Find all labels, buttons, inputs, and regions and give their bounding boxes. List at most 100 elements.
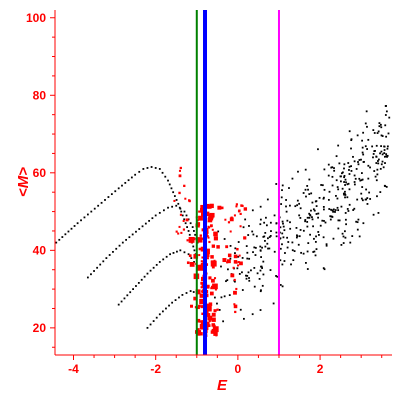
black-point (311, 218, 314, 221)
red-point (233, 304, 238, 309)
black-point (353, 183, 356, 186)
black-point (179, 207, 182, 210)
black-point (255, 235, 258, 238)
black-point (348, 165, 351, 168)
red-point (198, 304, 201, 308)
black-point (175, 199, 178, 201)
black-point (171, 205, 174, 208)
black-point (247, 271, 250, 274)
black-point (313, 250, 316, 253)
black-point (323, 268, 326, 271)
black-point (90, 273, 92, 276)
red-point (186, 261, 190, 265)
black-point (334, 211, 336, 213)
black-point (340, 243, 343, 246)
black-point (298, 214, 301, 217)
black-point (309, 233, 311, 236)
red-point (235, 287, 238, 290)
black-point (86, 213, 89, 216)
red-point (204, 211, 210, 217)
black-point (266, 198, 269, 201)
black-point (376, 132, 379, 134)
black-point (188, 233, 191, 236)
black-point (262, 260, 265, 263)
red-point (207, 236, 210, 239)
black-point (189, 290, 192, 292)
black-point (348, 173, 351, 175)
black-point (193, 261, 195, 263)
black-point (361, 178, 364, 181)
black-point (379, 167, 382, 170)
black-point (356, 228, 359, 231)
black-point (154, 214, 157, 217)
black-point (311, 201, 314, 204)
black-point (306, 216, 309, 219)
black-point (259, 245, 262, 248)
black-point (332, 210, 334, 213)
y-tick-label: 100 (26, 11, 46, 25)
black-point (376, 195, 378, 198)
black-point (372, 156, 374, 159)
black-point (335, 179, 338, 182)
black-point (279, 226, 282, 229)
red-point (206, 234, 209, 238)
black-point (290, 263, 292, 266)
black-point (289, 227, 292, 230)
black-point (107, 196, 110, 198)
black-point (284, 252, 286, 254)
black-point (280, 203, 283, 205)
black-point (244, 218, 247, 221)
black-point (375, 179, 378, 182)
black-point (280, 196, 283, 199)
red-point (210, 260, 214, 264)
black-point (381, 160, 384, 163)
black-point (70, 227, 73, 230)
black-point (191, 226, 194, 228)
black-point (319, 224, 322, 227)
red-point (237, 210, 241, 213)
black-point (216, 302, 218, 305)
black-point (322, 236, 325, 239)
black-point (152, 320, 155, 322)
black-point (269, 269, 272, 271)
black-point (330, 208, 332, 211)
black-point (282, 225, 285, 228)
black-point (118, 244, 121, 247)
black-point (317, 212, 320, 215)
red-point (198, 215, 203, 221)
black-point (348, 188, 351, 191)
black-point (97, 204, 100, 207)
black-point (93, 207, 96, 210)
black-point (337, 227, 340, 230)
black-point (385, 135, 388, 138)
red-point (188, 236, 195, 243)
red-point (199, 320, 202, 323)
black-point (344, 218, 347, 221)
black-point (247, 234, 250, 236)
black-point (275, 183, 278, 185)
black-point (338, 219, 341, 222)
black-point (323, 188, 326, 191)
black-point (236, 267, 239, 270)
black-point (321, 219, 324, 222)
black-point (164, 175, 167, 178)
black-point (337, 144, 340, 147)
black-point (265, 224, 268, 227)
black-point (267, 247, 269, 250)
red-point (216, 308, 219, 311)
black-point (360, 197, 363, 200)
black-point (283, 260, 286, 262)
black-point (352, 155, 354, 158)
black-point (369, 198, 372, 200)
black-point (185, 214, 188, 217)
red-point (233, 260, 238, 264)
black-point (322, 267, 325, 270)
red-point (195, 289, 201, 295)
black-point (192, 291, 195, 293)
black-point (281, 285, 284, 288)
black-point (313, 209, 316, 212)
black-point (121, 241, 124, 244)
black-point (262, 235, 265, 238)
black-point (213, 296, 216, 299)
red-point (185, 218, 189, 222)
